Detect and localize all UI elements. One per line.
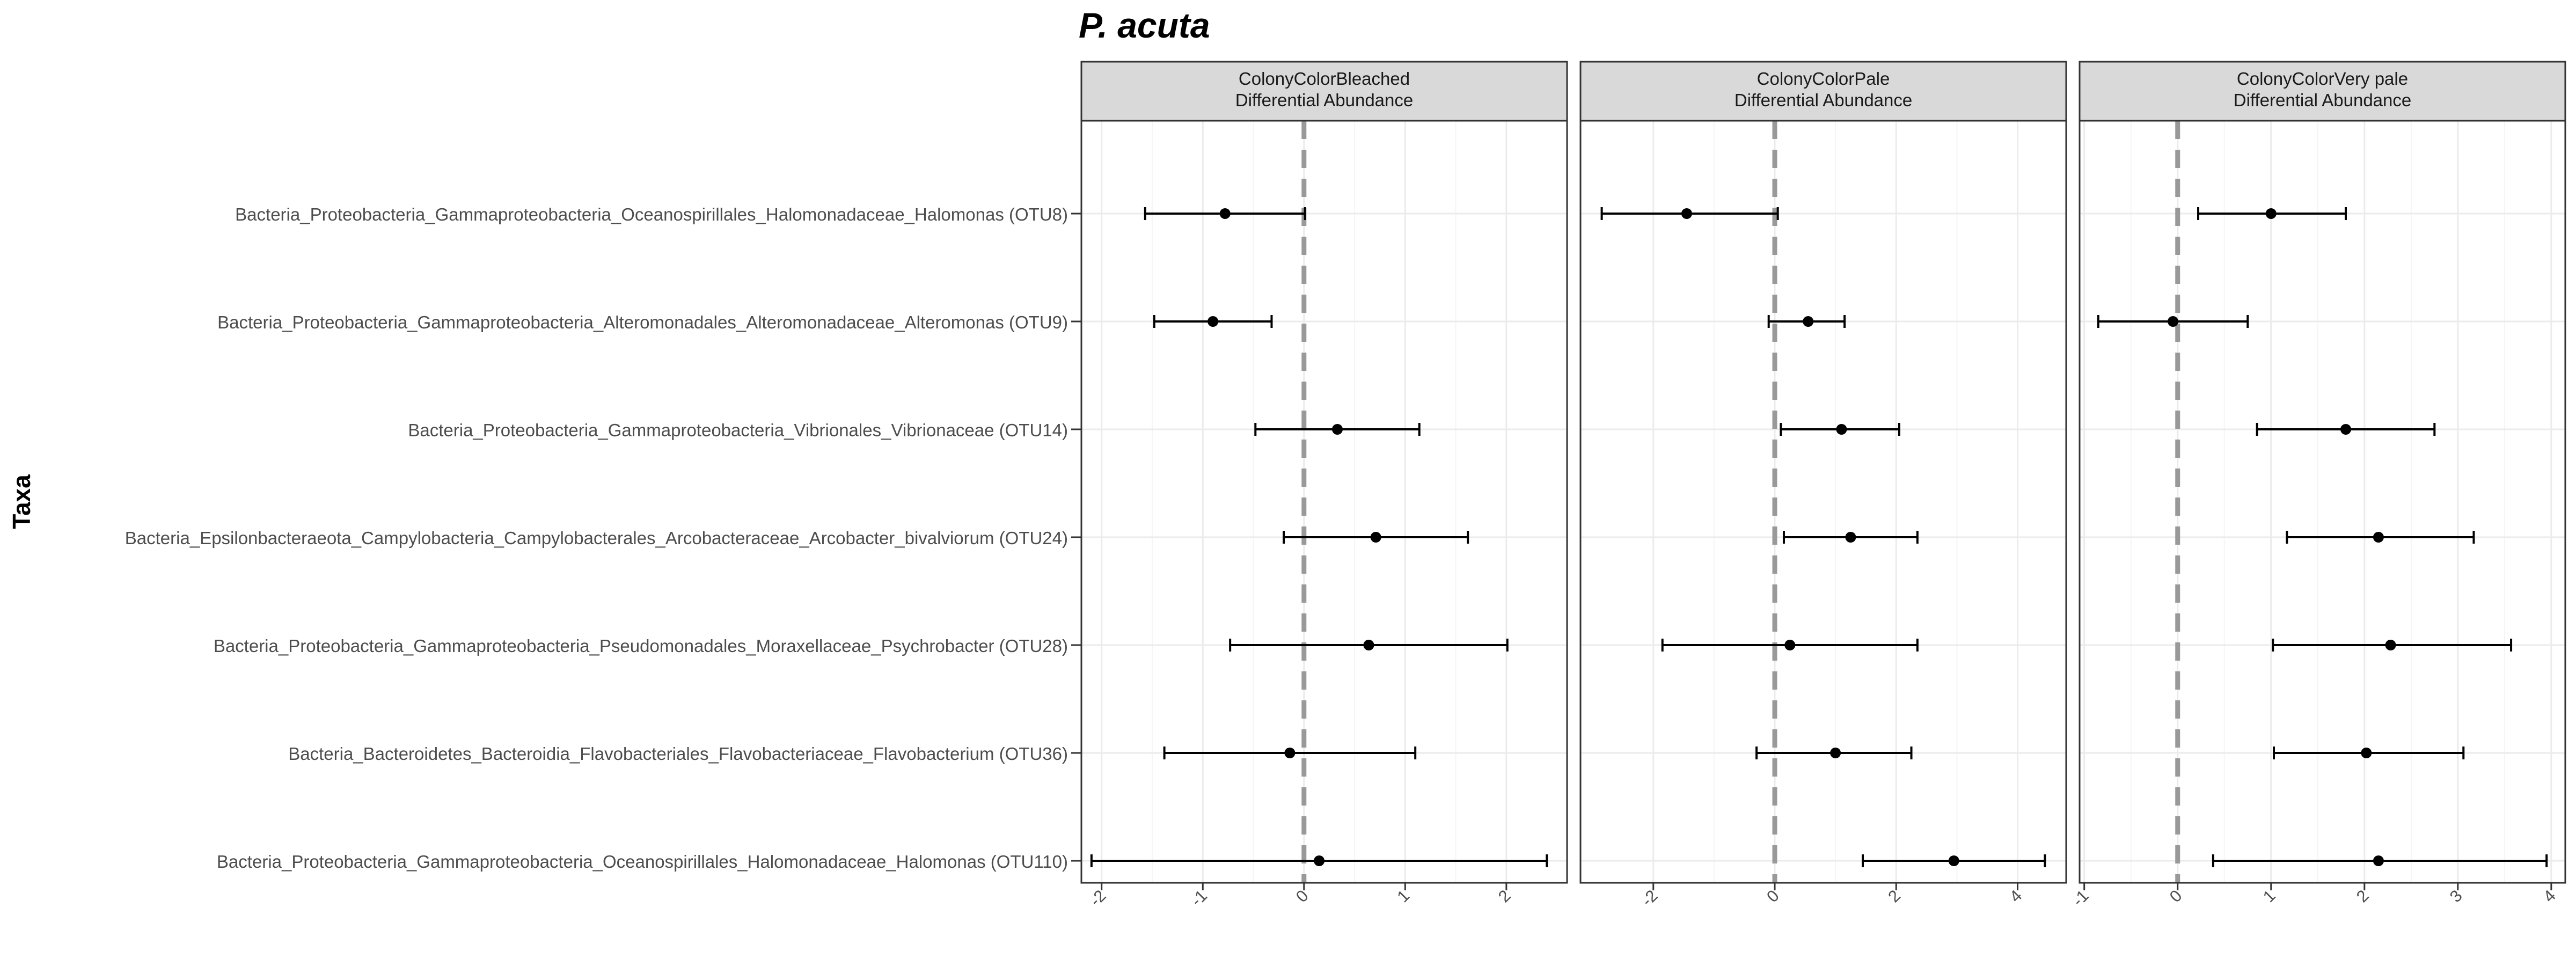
x-tick-label: 2 [1884, 886, 1904, 906]
estimate-point [2265, 208, 2277, 219]
taxon-label: Bacteria_Proteobacteria_Gammaproteobacte… [408, 420, 1068, 440]
taxon-label: Bacteria_Proteobacteria_Gammaproteobacte… [214, 636, 1068, 656]
plot-background [1580, 121, 2066, 883]
estimate-point [1681, 208, 1692, 219]
facet-strip-label: ColonyColorVery pale [2237, 69, 2408, 89]
x-tick-label: 2 [2353, 886, 2373, 906]
panel-border [1080, 120, 1568, 884]
x-tick-label: 0 [1763, 886, 1783, 906]
taxon-label: Bacteria_Proteobacteria_Gammaproteobacte… [217, 852, 1068, 872]
x-tick-label: 4 [2006, 886, 2026, 906]
taxon-label: Bacteria_Epsilonbacteraeota_Campylobacte… [125, 528, 1068, 548]
estimate-point [2168, 316, 2179, 327]
facet-strip-label: Differential Abundance [2234, 90, 2411, 110]
estimate-point [1284, 748, 1296, 758]
estimate-point [1314, 855, 1325, 866]
estimate-point [1803, 316, 1814, 327]
plot-background [1081, 121, 1567, 883]
taxon-label: Bacteria_Proteobacteria_Gammaproteobacte… [235, 204, 1068, 224]
x-tick-label: -1 [1187, 886, 1211, 910]
x-tick-label: 0 [2166, 886, 2186, 906]
estimate-point [2373, 532, 2384, 543]
y-axis-title: Taxa [8, 474, 35, 529]
estimate-point [1363, 640, 1374, 650]
estimate-point [1830, 748, 1841, 758]
chart-title: P. acuta [1079, 5, 1210, 45]
estimate-point [1332, 424, 1343, 435]
taxa-labels: Bacteria_Proteobacteria_Gammaproteobacte… [125, 204, 1081, 872]
estimate-point [1845, 532, 1856, 543]
facet-strip [1579, 61, 2067, 122]
x-tick-label: -1 [2068, 886, 2092, 910]
x-tick-label: -2 [1637, 886, 1661, 910]
panel-border [2079, 120, 2566, 884]
x-tick-label: 2 [1495, 886, 1514, 906]
estimate-point [1948, 855, 1959, 866]
estimate-point [2340, 424, 2352, 435]
facet-strip [2079, 61, 2566, 122]
estimate-point [2385, 640, 2396, 650]
taxon-label: Bacteria_Bacteroidetes_Bacteroidia_Flavo… [288, 744, 1068, 764]
panel-border [1579, 120, 2067, 884]
x-tick-label: -2 [1086, 886, 1109, 910]
x-tick-label: 1 [2259, 886, 2279, 906]
estimate-point [1219, 208, 1231, 219]
taxon-label: Bacteria_Proteobacteria_Gammaproteobacte… [217, 312, 1068, 332]
facet-strip-label: ColonyColorBleached [1239, 69, 1410, 89]
estimate-point [2373, 855, 2384, 866]
estimate-point [1836, 424, 1847, 435]
estimate-point [1370, 532, 1381, 543]
plot-background [2080, 121, 2565, 883]
facet-strip-label: ColonyColorPale [1757, 69, 1890, 89]
estimate-point [1208, 316, 1219, 327]
estimate-point [1784, 640, 1796, 650]
estimate-point [2361, 748, 2372, 758]
x-tick-label: 3 [2446, 886, 2466, 906]
facet-strip-label: Differential Abundance [1235, 90, 1413, 110]
facet-strip-label: Differential Abundance [1735, 90, 1912, 110]
x-tick-label: 4 [2540, 886, 2559, 906]
x-tick-label: 0 [1292, 886, 1312, 906]
x-tick-label: 1 [1393, 886, 1413, 906]
